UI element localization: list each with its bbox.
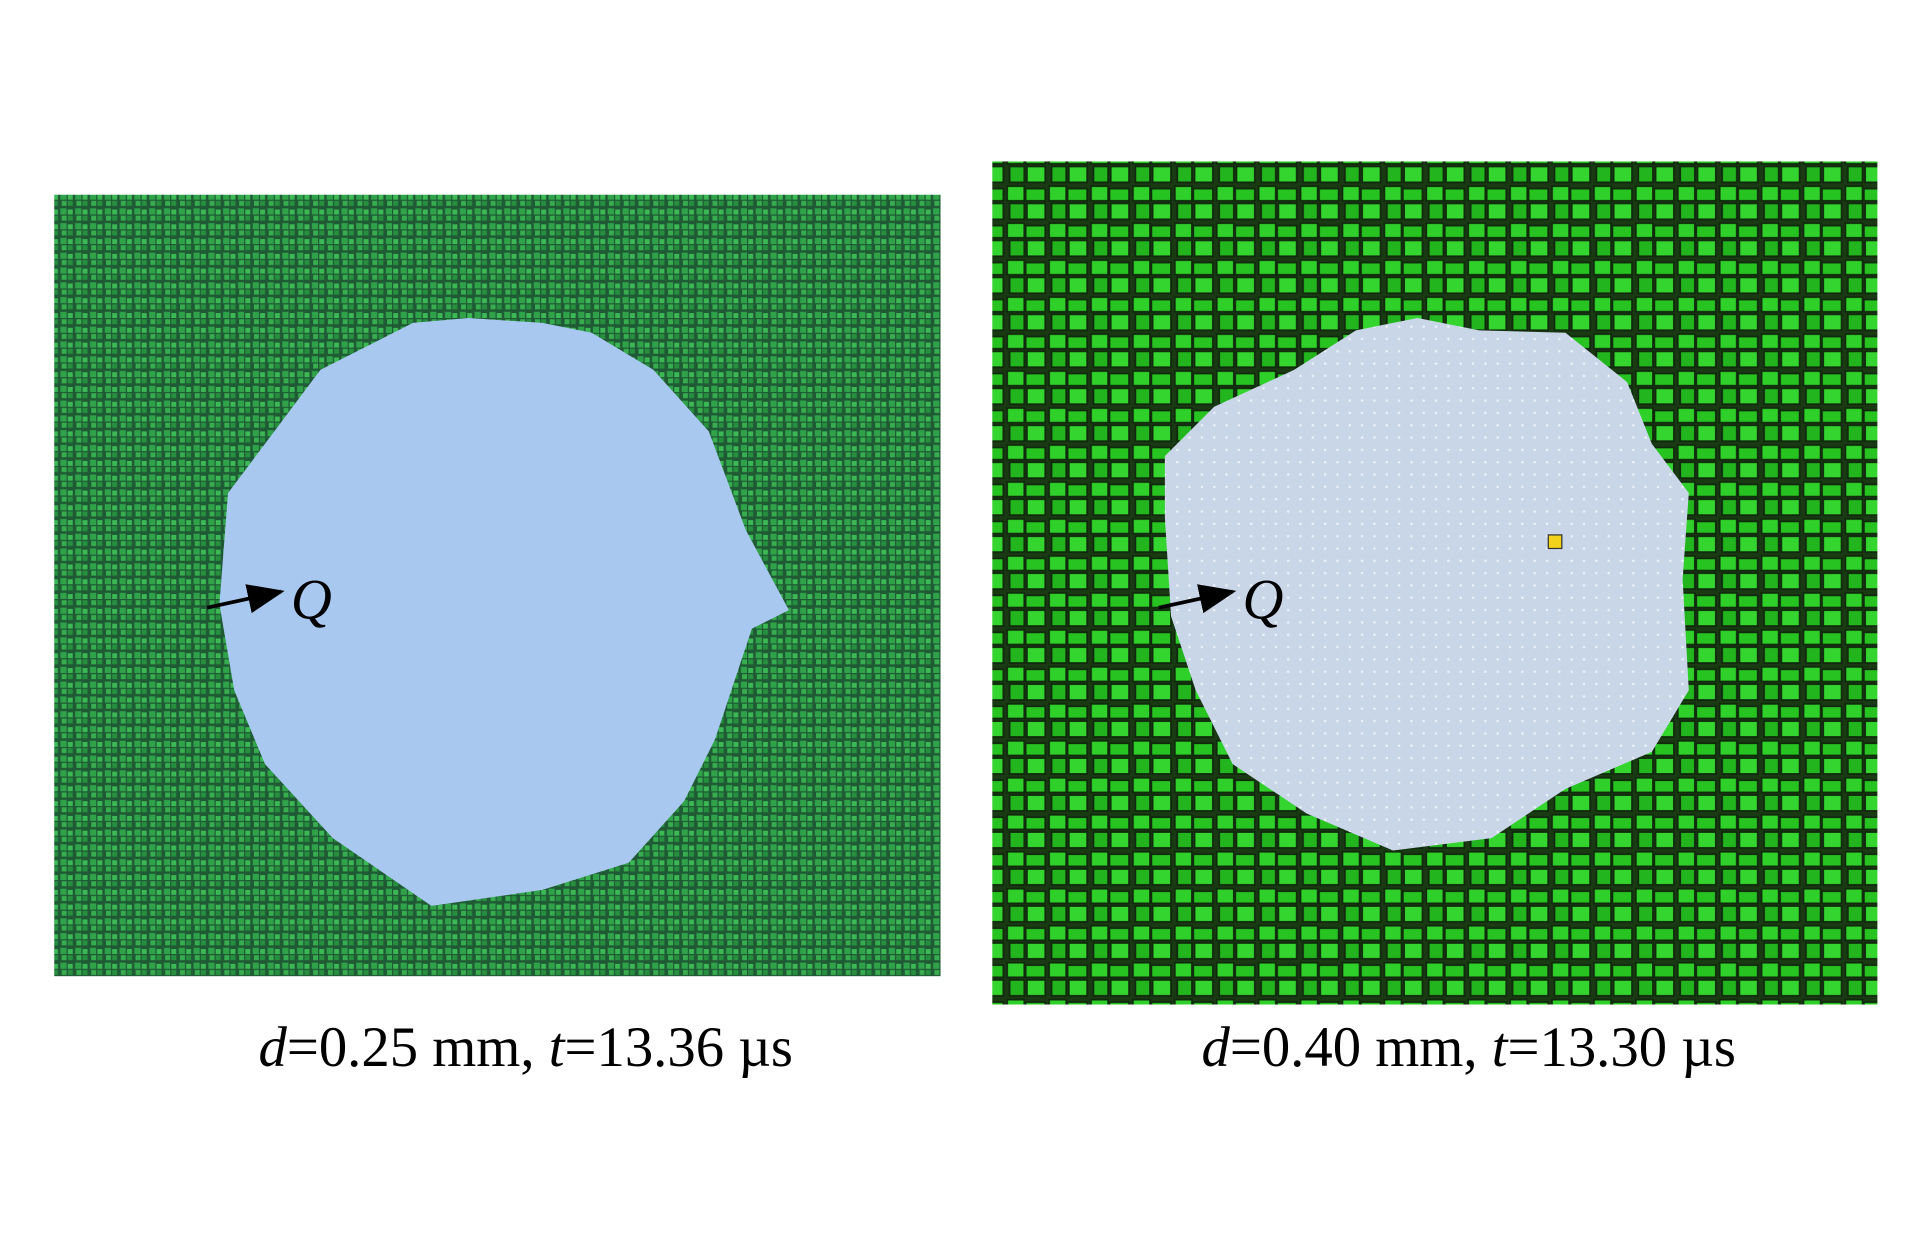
- arrow: [206, 584, 285, 614]
- hole: [219, 317, 789, 906]
- value: =0.25 mm,: [287, 1016, 549, 1079]
- panel-left: Q d=0.25 mm, t=13.36 µs: [54, 194, 941, 1079]
- value: =13.30 µs: [1508, 1016, 1736, 1079]
- symbol: t: [549, 1016, 566, 1079]
- symbol: d: [259, 1016, 288, 1079]
- hole: [1164, 317, 1689, 851]
- particle: [1547, 534, 1563, 550]
- panel-right: Q d=0.40 mm, t=13.30 µs: [992, 161, 1878, 1079]
- point-label: Q: [291, 569, 332, 632]
- value: =13.36 µs: [565, 1016, 793, 1079]
- caption: d=0.40 mm, t=13.30 µs: [1102, 1016, 1807, 1079]
- caption: d=0.25 mm, t=13.36 µs: [159, 1016, 864, 1079]
- symbol: d: [1202, 1016, 1231, 1079]
- value: =0.40 mm,: [1230, 1016, 1492, 1079]
- arrow: [1158, 584, 1237, 614]
- point-label: Q: [1243, 569, 1284, 632]
- symbol: t: [1492, 1016, 1509, 1079]
